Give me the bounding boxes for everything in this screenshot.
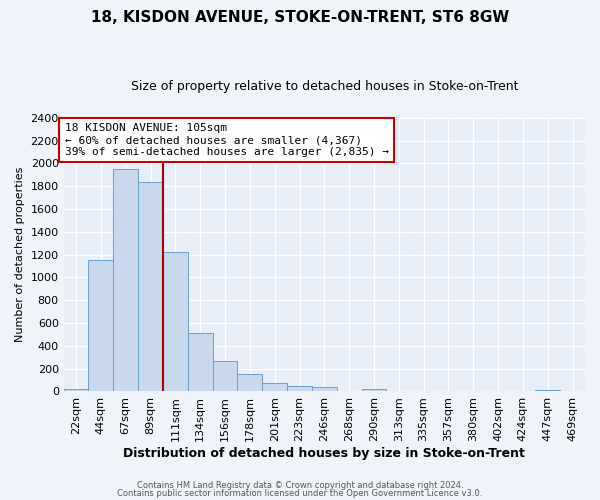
Text: 18, KISDON AVENUE, STOKE-ON-TRENT, ST6 8GW: 18, KISDON AVENUE, STOKE-ON-TRENT, ST6 8… [91, 10, 509, 25]
Bar [262, 383, 287, 392]
Bar [238, 374, 262, 392]
Bar [64, 388, 88, 392]
Y-axis label: Number of detached properties: Number of detached properties [15, 167, 25, 342]
Text: Contains HM Land Registry data © Crown copyright and database right 2024.: Contains HM Land Registry data © Crown c… [137, 481, 463, 490]
X-axis label: Distribution of detached houses by size in Stoke-on-Trent: Distribution of detached houses by size … [124, 447, 525, 460]
Bar [163, 252, 188, 392]
Bar [362, 390, 386, 392]
Bar [88, 260, 113, 392]
Bar [138, 182, 163, 392]
Bar [113, 169, 138, 392]
Bar [312, 388, 337, 392]
Title: Size of property relative to detached houses in Stoke-on-Trent: Size of property relative to detached ho… [131, 80, 518, 93]
Bar [461, 391, 485, 392]
Bar [535, 390, 560, 392]
Bar [212, 361, 238, 392]
Bar [188, 332, 212, 392]
Text: Contains public sector information licensed under the Open Government Licence v3: Contains public sector information licen… [118, 488, 482, 498]
Text: 18 KISDON AVENUE: 105sqm
← 60% of detached houses are smaller (4,367)
39% of sem: 18 KISDON AVENUE: 105sqm ← 60% of detach… [65, 124, 389, 156]
Bar [287, 386, 312, 392]
